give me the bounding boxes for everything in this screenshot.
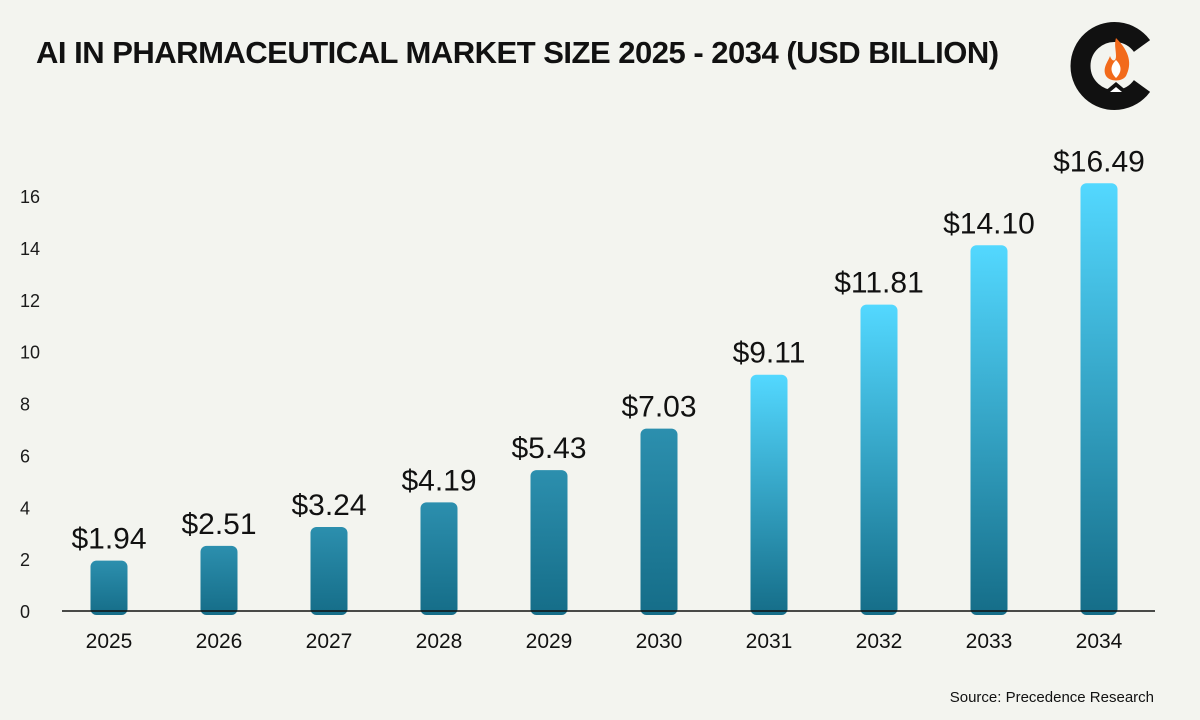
bar [90, 560, 128, 615]
x-tick-label: 2029 [526, 630, 573, 653]
data-label: $2.51 [181, 508, 256, 541]
x-tick-label: 2027 [306, 630, 353, 653]
data-label: $3.24 [291, 489, 366, 522]
data-label: $5.43 [511, 432, 586, 465]
bar [420, 502, 458, 615]
data-label: $9.11 [733, 337, 806, 370]
x-tick-label: 2028 [416, 630, 463, 653]
y-tick-label: 16 [20, 187, 40, 207]
chart-title: AI IN PHARMACEUTICAL MARKET SIZE 2025 - … [36, 35, 999, 70]
data-label: $7.03 [621, 391, 696, 424]
x-tick-label: 2026 [196, 630, 243, 653]
source-note: Source: Precedence Research [949, 689, 1154, 706]
bar [1080, 183, 1118, 615]
y-tick-label: 10 [20, 343, 40, 363]
x-tick-label: 2033 [966, 630, 1013, 653]
data-label: $14.10 [943, 207, 1035, 240]
x-tick-label: 2034 [1076, 630, 1123, 653]
x-tick-label: 2031 [746, 630, 793, 653]
data-label: $4.19 [401, 464, 476, 497]
bar [970, 245, 1008, 615]
bar [200, 545, 238, 615]
y-tick-label: 0 [20, 602, 30, 622]
y-tick-label: 12 [20, 291, 40, 311]
y-tick-label: 14 [20, 239, 40, 259]
bar [310, 526, 348, 615]
y-tick-label: 4 [20, 498, 30, 518]
x-tick-label: 2025 [86, 630, 133, 653]
x-tick-label: 2032 [856, 630, 903, 653]
data-label: $16.49 [1053, 145, 1145, 178]
brand-logo-icon [1070, 22, 1151, 110]
y-tick-label: 2 [20, 550, 30, 570]
bar [530, 470, 568, 615]
bar [750, 374, 788, 615]
bar [860, 304, 898, 615]
data-label: $1.94 [71, 523, 146, 556]
bar [640, 428, 678, 615]
y-tick-label: 8 [20, 395, 30, 415]
x-tick-label: 2030 [636, 630, 683, 653]
y-tick-label: 6 [20, 446, 30, 466]
data-label: $11.81 [834, 267, 924, 300]
